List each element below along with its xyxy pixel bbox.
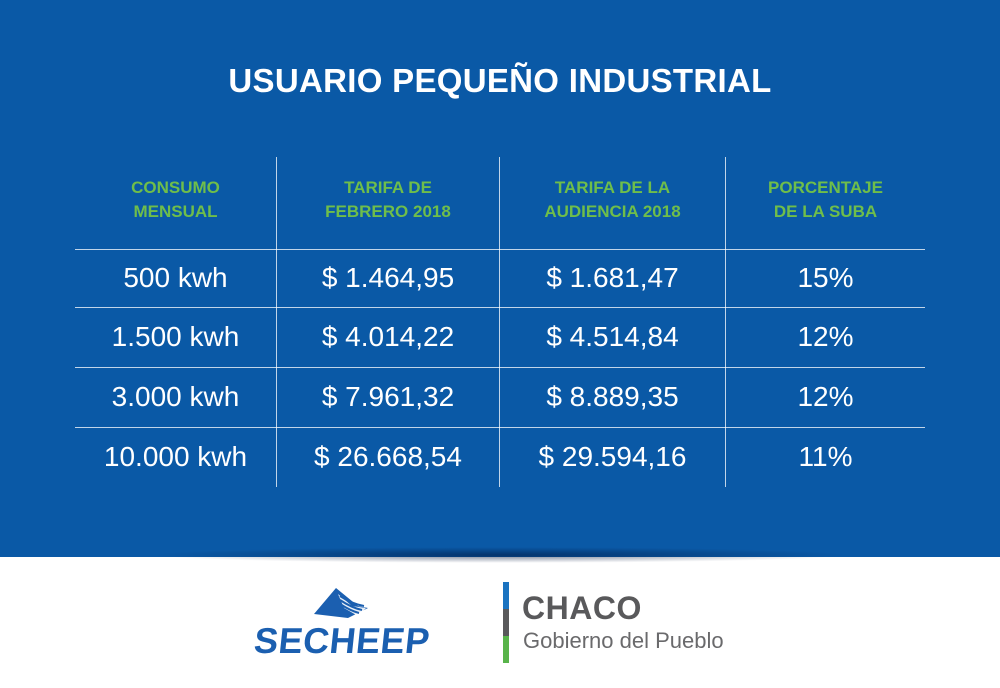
secheep-logo-text: SECHEEP	[252, 620, 432, 661]
table-cell: 10.000 kwh	[103, 441, 248, 472]
panel-shadow	[150, 547, 850, 563]
row-divider	[75, 307, 925, 308]
chaco-logo-title: CHACO	[522, 590, 642, 626]
table-cell: $ 8.889,35	[546, 381, 679, 412]
table-cell: $ 4.014,22	[321, 321, 455, 352]
column-divider	[499, 157, 500, 487]
header-porcentaje: PORCENTAJE DE LA SUBA	[768, 178, 883, 221]
table-cell: $ 4.514,84	[546, 321, 679, 352]
table-cell: $ 26.668,54	[314, 441, 462, 472]
chaco-bar-blue	[503, 582, 509, 609]
table-cell: 500 kwh	[123, 262, 228, 293]
table-cell: $ 29.594,16	[538, 441, 687, 472]
table-cell: $ 1.681,47	[546, 262, 679, 293]
row-divider	[75, 367, 925, 368]
table-cell: 3.000 kwh	[111, 381, 240, 412]
header-tarifa-febrero: TARIFA DE FEBRERO 2018	[325, 178, 451, 221]
table-cell: 1.500 kwh	[111, 321, 240, 352]
header-tarifa-audiencia: TARIFA DE LA AUDIENCIA 2018	[544, 178, 681, 221]
table-cell: 11%	[798, 441, 853, 472]
column-divider	[725, 157, 726, 487]
table-cell: $ 1.464,95	[321, 262, 455, 293]
chaco-bar-gray	[503, 609, 509, 636]
chaco-bar-green	[503, 636, 509, 663]
table-cell: 12%	[797, 321, 854, 352]
chaco-logo-subtitle: Gobierno del Pueblo	[523, 628, 724, 653]
header-consumo: CONSUMO MENSUAL	[131, 178, 220, 221]
table-cell: 12%	[797, 381, 854, 412]
table-cell: $ 7.961,32	[321, 381, 455, 412]
row-divider	[75, 249, 925, 250]
column-divider	[276, 157, 277, 487]
row-divider	[75, 427, 925, 428]
page-title: USUARIO PEQUEÑO INDUSTRIAL	[228, 62, 772, 99]
table-cell: 15%	[797, 262, 854, 293]
main-panel	[0, 0, 1000, 557]
secheep-logo-icon	[314, 588, 368, 618]
